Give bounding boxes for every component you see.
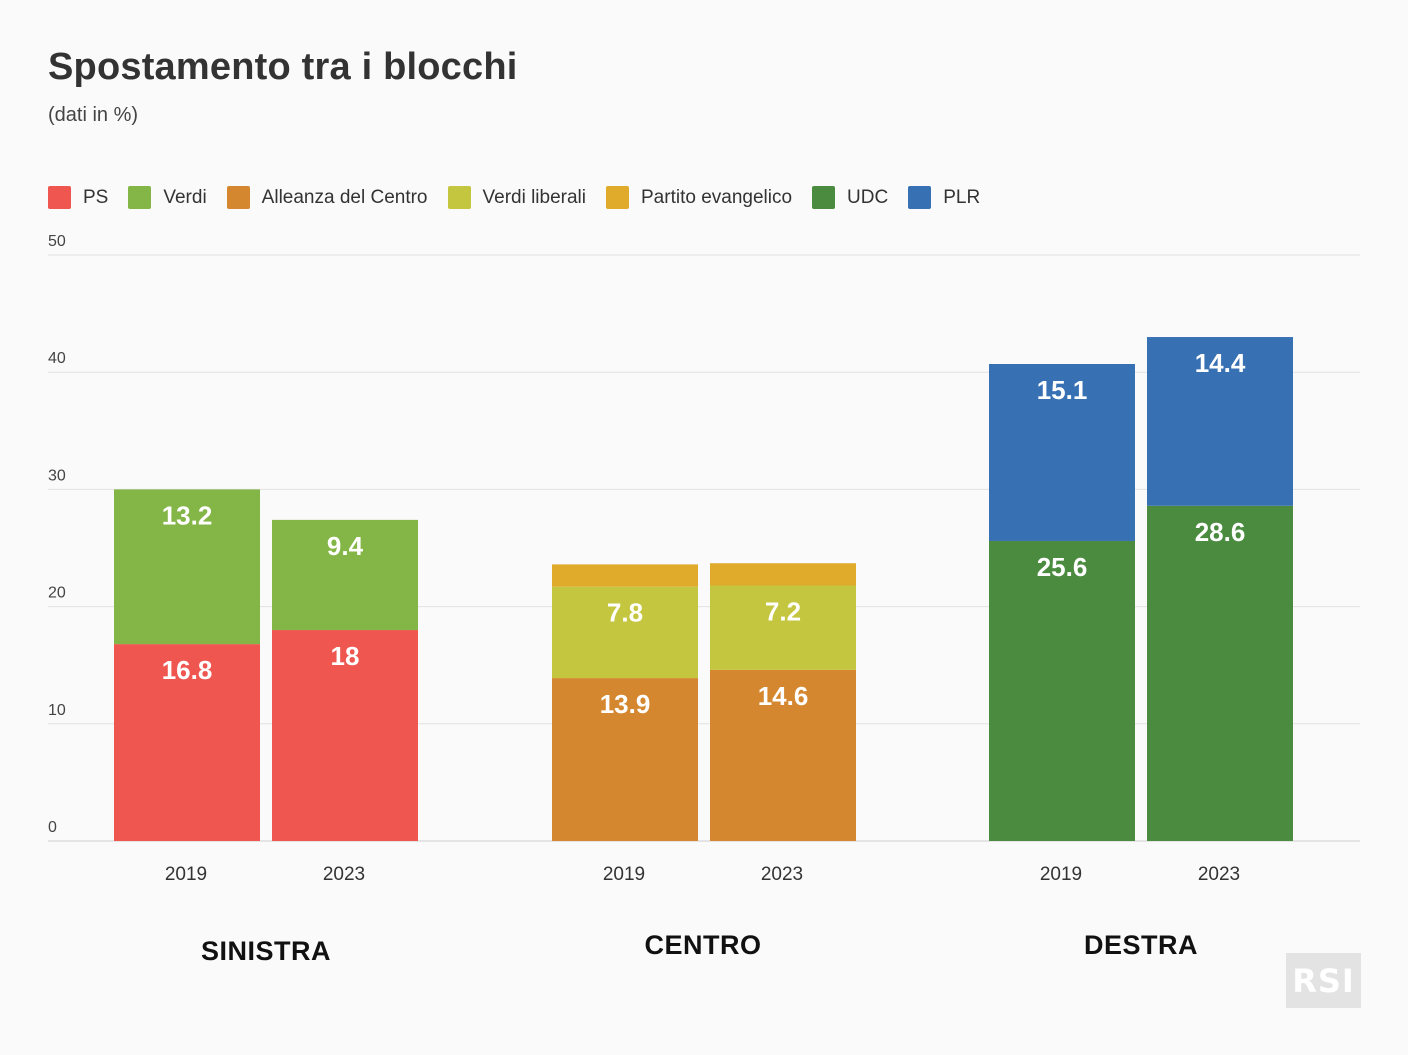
- bar-segment: [710, 585, 856, 670]
- group-label: DESTRA: [1084, 930, 1198, 960]
- bar-segment: [552, 564, 698, 587]
- x-tick-label: 2023: [761, 864, 803, 885]
- legend-label: Alleanza del Centro: [261, 186, 428, 208]
- bar-segment: [1147, 505, 1293, 841]
- legend-item: UDC: [812, 186, 888, 209]
- data-label: 13.9: [600, 689, 651, 719]
- x-tick-label: 2023: [1198, 864, 1240, 885]
- bar-segment: [710, 669, 856, 841]
- bar-segment: [989, 363, 1135, 541]
- legend-swatch: [606, 186, 629, 209]
- legend-label: Verdi: [163, 186, 207, 208]
- y-tick-label: 20: [48, 585, 66, 602]
- legend-item: PLR: [908, 186, 980, 209]
- bar-segment: [552, 586, 698, 679]
- legend-label: PS: [83, 186, 109, 208]
- chart-subtitle: (dati in %): [48, 104, 139, 126]
- y-tick-label: 50: [48, 233, 66, 250]
- x-tick-label: 2019: [603, 864, 645, 885]
- legend-swatch: [48, 186, 71, 209]
- data-label: 9.4: [327, 531, 364, 561]
- legend-item: Alleanza del Centro: [226, 186, 428, 209]
- x-tick-label: 2023: [323, 864, 365, 885]
- legend-swatch: [226, 186, 250, 209]
- data-label: 13.2: [162, 500, 213, 530]
- x-tick-label: 2019: [1040, 864, 1082, 885]
- bar-segment: [272, 630, 418, 841]
- bar-segment: [1147, 337, 1293, 506]
- legend-swatch: [128, 186, 152, 209]
- data-label: 18: [331, 641, 360, 671]
- bar-segment: [114, 489, 260, 645]
- y-tick-label: 0: [48, 819, 57, 836]
- chart-title: Spostamento tra i blocchi: [48, 46, 518, 88]
- data-label: 7.2: [765, 597, 801, 627]
- bar-segment: [272, 519, 418, 631]
- rsi-logo: RSI: [1286, 953, 1361, 1008]
- x-tick-label: 2019: [165, 864, 207, 885]
- legend-label: Verdi liberali: [482, 186, 587, 208]
- data-label: 14.6: [758, 681, 809, 711]
- legend-swatch: [908, 186, 932, 209]
- bar-segment: [710, 563, 856, 586]
- legend-item: Verdi: [128, 186, 207, 209]
- y-tick-label: 30: [48, 467, 66, 484]
- y-tick-label: 10: [48, 702, 66, 719]
- bar-segment: [552, 678, 698, 841]
- legend-label: Partito evangelico: [641, 186, 793, 208]
- legend-swatch: [447, 186, 471, 209]
- legend-label: PLR: [943, 186, 981, 208]
- legend-item: PS: [48, 186, 108, 209]
- data-label: 14.4: [1195, 348, 1246, 378]
- legend-item: Partito evangelico: [606, 186, 792, 209]
- y-tick-label: 40: [48, 350, 66, 367]
- bar-segment: [114, 644, 260, 841]
- legend: PS Verdi Alleanza del Centro Verdi liberali…: [48, 186, 980, 209]
- bar-segment: [989, 540, 1135, 841]
- data-label: 16.8: [162, 655, 213, 685]
- legend-label: UDC: [847, 186, 889, 208]
- legend-swatch: [812, 186, 836, 209]
- data-label: 15.1: [1037, 375, 1088, 405]
- group-label: SINISTRA: [201, 936, 331, 966]
- data-label: 7.8: [607, 598, 643, 628]
- data-label: 28.6: [1195, 517, 1246, 547]
- legend-item: Verdi liberali: [447, 186, 587, 209]
- data-label: 25.6: [1037, 552, 1088, 582]
- group-label: CENTRO: [645, 930, 762, 960]
